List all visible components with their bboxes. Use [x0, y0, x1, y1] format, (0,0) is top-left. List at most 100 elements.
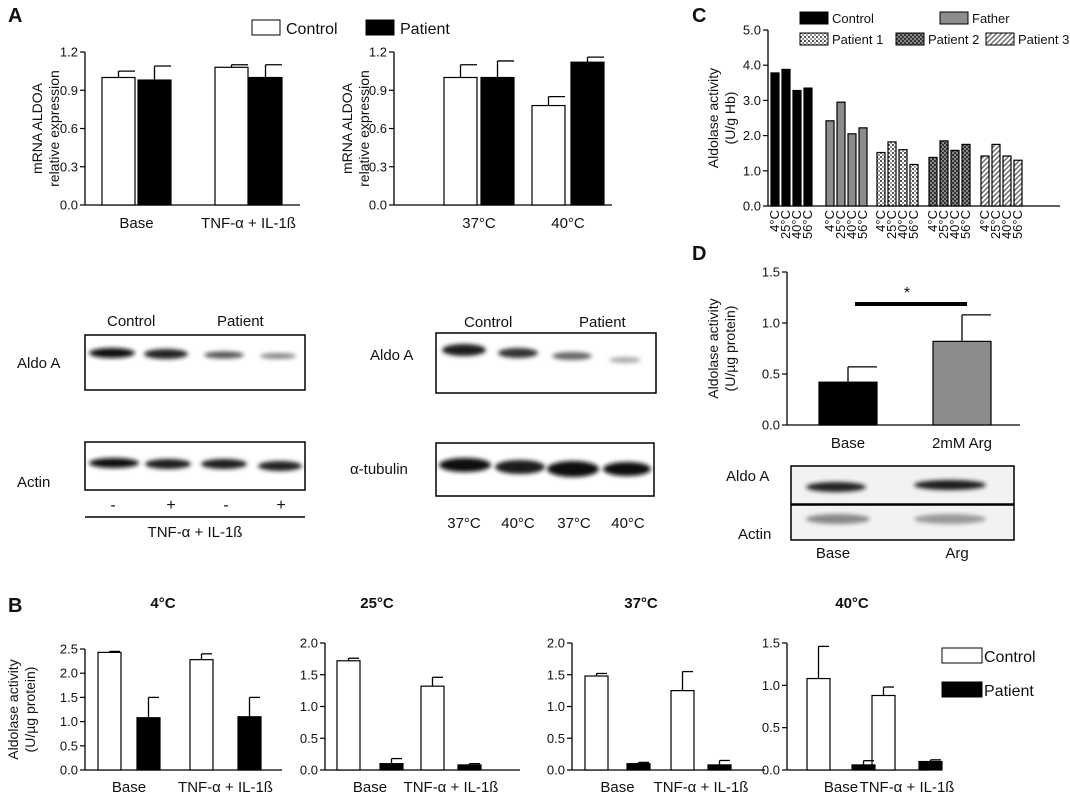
bar-father: [825, 120, 835, 207]
y-axis-label: relative expression: [46, 70, 62, 187]
legend-swatch-c-patient3: [985, 32, 1015, 46]
bar-father: [858, 127, 868, 207]
blot-a2-temp: 37°C: [447, 515, 481, 532]
legend-label-c-patient1: Patient 1: [832, 32, 883, 47]
blot-a2-band: [498, 348, 538, 358]
bar-patient3: [1013, 159, 1023, 207]
legend-swatch-c-patient1: [799, 32, 829, 46]
blot-a2-row1-label: Aldo A: [370, 347, 413, 364]
y-tick-label: 0.0: [300, 763, 318, 778]
legend-swatch-control: [251, 19, 281, 36]
bar-control: [420, 685, 445, 771]
x-tick-label: 40°C: [999, 210, 1014, 239]
y-tick-label: 1.0: [743, 163, 761, 178]
y-tick-label: 1.0: [300, 699, 318, 714]
x-category-label: 37°C: [462, 215, 496, 232]
blot-a2-membrane1: [435, 332, 657, 394]
x-category-label: TNF-α + IL-1ß: [201, 215, 296, 232]
blot-a1-row2-label: Actin: [17, 474, 50, 491]
x-tick-label: 40°C: [844, 210, 859, 239]
blot-a1-band: [144, 349, 188, 359]
bar-control: [531, 104, 566, 206]
y-tick-label: 1.2: [369, 45, 387, 60]
y-axis-label: mRNA ALDOA: [339, 82, 355, 174]
x-tick-label: 4°C: [873, 210, 888, 232]
bar-control: [871, 694, 896, 771]
bar-control: [336, 660, 361, 771]
y-axis-label: relative expression: [356, 70, 372, 187]
y-tick-label: 0.0: [369, 198, 387, 213]
blot-a2-band: [495, 460, 545, 474]
x-tick-label: 25°C: [778, 210, 793, 239]
blot-a2: Control Patient Aldo A α-tubulin 37°C 40…: [350, 314, 657, 532]
y-tick-label: 1.0: [547, 699, 565, 714]
x-category-label: TNF-α + IL-1ß: [654, 779, 749, 796]
y-axis-label: Aldolase activity: [705, 68, 721, 168]
y-tick-label: 3.0: [743, 93, 761, 108]
bar-patient: [136, 717, 161, 771]
blot-a1-header-control: Control: [107, 313, 155, 330]
x-tick-label: 40°C: [789, 210, 804, 239]
y-axis-label: mRNA ALDOA: [29, 82, 45, 174]
y-tick-label: 0.5: [762, 720, 780, 735]
blot-a2-band: [439, 458, 491, 472]
blot-a2-band: [609, 357, 641, 363]
bar-patient: [237, 716, 262, 771]
chart-title: 40°C: [835, 595, 869, 612]
x-tick-label: 25°C: [988, 210, 1003, 239]
blot-a1: Control Patient Aldo A Actin - + - + TNF…: [17, 313, 306, 541]
bar-control: [443, 76, 478, 206]
x-tick-label: 25°C: [936, 210, 951, 239]
blot-a1-header-patient: Patient: [217, 313, 265, 330]
legend-a: Control Patient: [251, 19, 450, 38]
x-category-label: 2mM Arg: [932, 435, 992, 452]
x-tick-label: 25°C: [833, 210, 848, 239]
chart-title: 37°C: [624, 595, 658, 612]
x-category-label: TNF-α + IL-1ß: [860, 779, 955, 796]
y-tick-label: 0.5: [547, 731, 565, 746]
blot-d-lane-label: Arg: [945, 545, 968, 562]
x-category-label: Base: [831, 435, 865, 452]
bar-control: [214, 66, 249, 206]
legend-label-control: Control: [286, 21, 338, 38]
y-axis-label: (U/µg protein): [22, 667, 38, 753]
x-category-label: Base: [824, 779, 858, 796]
blot-a2-header-patient: Patient: [579, 314, 627, 331]
blot-a1-sign: +: [166, 497, 175, 514]
legend-label-b-control: Control: [984, 649, 1036, 666]
x-tick-label: 56°C: [906, 210, 921, 239]
blot-d-row1-label: Aldo A: [726, 468, 769, 485]
panel-label-d: D: [692, 243, 706, 265]
bar-patient3: [980, 155, 990, 207]
chart-title: 25°C: [360, 595, 394, 612]
bar-control: [770, 72, 780, 207]
blot-a2-temp: 40°C: [501, 515, 535, 532]
blot-a2-band: [442, 344, 486, 356]
blot-a2-band: [603, 462, 651, 476]
y-tick-label: 2.0: [743, 128, 761, 143]
bar-patient: [137, 79, 172, 206]
bar-patient: [379, 763, 404, 771]
legend-swatch-c-father: [939, 11, 969, 25]
y-tick-label: 1.5: [60, 690, 78, 705]
y-tick-label: 2.0: [60, 666, 78, 681]
x-tick-label: 4°C: [767, 210, 782, 232]
x-tick-label: 4°C: [977, 210, 992, 232]
y-tick-label: 0.0: [743, 199, 761, 214]
blot-a2-row2-label: α-tubulin: [350, 461, 408, 478]
significance-marker: *: [904, 285, 910, 302]
y-tick-label: 1.2: [60, 45, 78, 60]
legend-label-patient: Patient: [400, 21, 450, 38]
blot-d-lane-label: Base: [816, 545, 850, 562]
y-tick-label: 1.0: [762, 316, 780, 331]
blot-a1-band: [204, 351, 244, 359]
y-tick-label: 2.5: [60, 642, 78, 657]
blot-a2-band: [547, 461, 599, 477]
bar-control: [670, 690, 695, 771]
blot-a1-membrane1: [84, 334, 306, 391]
x-category-label: TNF-α + IL-1ß: [404, 779, 499, 796]
bar-father: [847, 133, 857, 207]
bar-patient2: [928, 156, 938, 207]
blot-a1-band: [201, 459, 247, 469]
